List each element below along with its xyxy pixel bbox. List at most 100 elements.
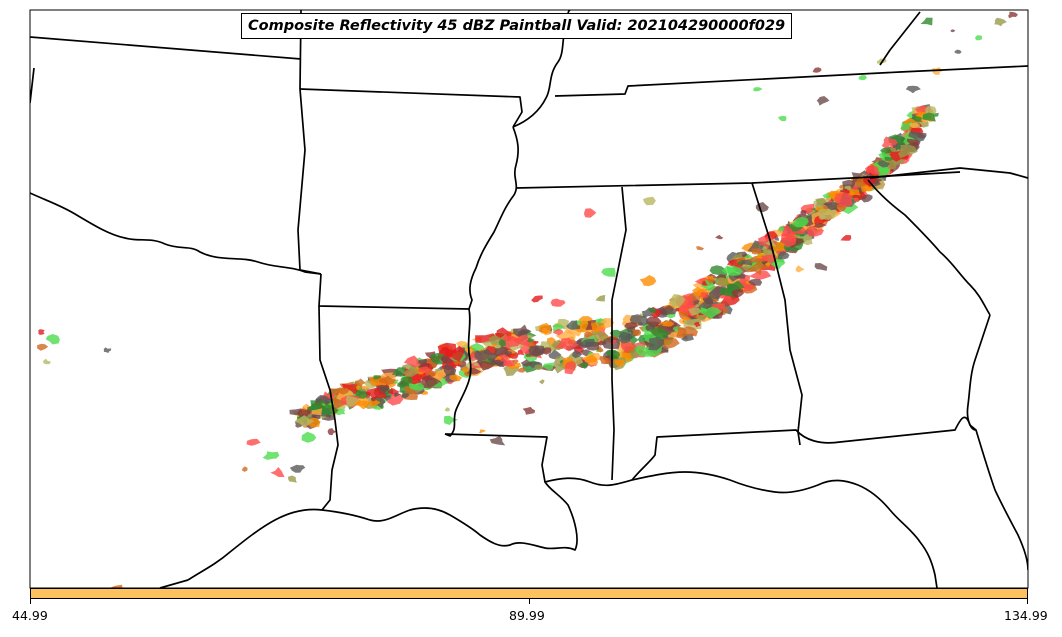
reflectivity-blob <box>579 361 589 369</box>
reflectivity-blob <box>709 265 728 277</box>
reflectivity-blob <box>444 345 465 362</box>
reflectivity-blob <box>908 131 926 143</box>
reflectivity-blob <box>621 352 630 358</box>
reflectivity-blob <box>440 354 455 364</box>
map-title: Composite Reflectivity 45 dBZ Paintball … <box>241 13 793 39</box>
reflectivity-blob <box>844 185 852 191</box>
reflectivity-blob <box>386 393 404 406</box>
reflectivity-blob <box>539 379 545 385</box>
reflectivity-blob <box>474 349 499 362</box>
reflectivity-blob <box>645 323 656 332</box>
reflectivity-blob <box>877 160 890 168</box>
reflectivity-blob <box>884 156 894 161</box>
reflectivity-blob <box>858 75 867 81</box>
reflectivity-blob <box>659 305 678 316</box>
reflectivity-blob <box>338 387 350 395</box>
reflectivity-blob <box>489 435 506 446</box>
boundary-ms-al <box>611 186 627 481</box>
reflectivity-blob <box>327 428 337 436</box>
reflectivity-blob <box>601 267 616 277</box>
reflectivity-blob <box>542 362 555 371</box>
boundary-mo-ar <box>299 88 523 128</box>
reflectivity-blob <box>584 331 595 338</box>
reflectivity-blob <box>834 192 853 208</box>
reflectivity-blob <box>815 198 827 207</box>
reflectivity-blob <box>786 234 797 242</box>
coastline-atlantic <box>966 314 1028 571</box>
reflectivity-blob <box>318 400 326 404</box>
boundary-la-ms-south <box>444 433 548 483</box>
colorbar-tick-label-mid: 89.99 <box>509 608 545 623</box>
reflectivity-blob <box>527 335 534 339</box>
reflectivity-blob <box>975 35 982 41</box>
reflectivity-blob <box>1008 11 1018 19</box>
reflectivity-blob <box>714 277 729 286</box>
reflectivity-blob <box>354 400 368 410</box>
reflectivity-blob <box>246 438 261 446</box>
reflectivity-blob <box>753 87 763 92</box>
boundary-va <box>879 11 921 66</box>
reflectivity-blob <box>688 307 702 316</box>
reflectivity-blob <box>700 292 709 298</box>
coastline-gulf <box>187 471 938 588</box>
reflectivity-blob <box>731 289 744 299</box>
reflectivity-blob <box>814 263 828 271</box>
reflectivity-blob <box>800 209 807 216</box>
reflectivity-blob <box>311 408 323 416</box>
reflectivity-blob <box>402 367 419 378</box>
reflectivity-blob <box>715 234 724 240</box>
boundary-ky-tn <box>554 65 1028 97</box>
reflectivity-blob <box>581 338 596 348</box>
reflectivity-blob <box>444 407 450 412</box>
reflectivity-blob <box>661 320 675 327</box>
reflectivity-blob <box>572 349 583 359</box>
reflectivity-blob <box>703 306 722 319</box>
reflectivity-blob <box>667 332 679 338</box>
reflectivity-paintball-layer <box>37 11 1018 588</box>
reflectivity-blob <box>639 275 657 287</box>
reflectivity-blob <box>564 361 576 375</box>
reflectivity-blob <box>38 329 45 335</box>
reflectivity-blob <box>840 235 852 241</box>
reflectivity-blob <box>756 254 763 259</box>
reflectivity-blob <box>566 320 581 330</box>
reflectivity-blob <box>391 367 407 377</box>
coastline-texas <box>159 579 189 588</box>
colorbar-tick-min <box>30 599 31 604</box>
reflectivity-blob <box>812 67 822 73</box>
state-boundaries-layer <box>30 10 1028 588</box>
colorbar-tick-max <box>1027 599 1028 604</box>
reflectivity-blob <box>777 115 787 122</box>
reflectivity-blob <box>297 408 311 418</box>
reflectivity-blob <box>494 332 505 338</box>
reflectivity-blob <box>584 208 597 218</box>
reflectivity-blob <box>748 278 763 286</box>
reflectivity-blob <box>443 415 459 425</box>
reflectivity-blob <box>909 122 919 129</box>
colorbar-tick-label-min: 44.99 <box>12 608 48 623</box>
reflectivity-blob <box>777 227 785 232</box>
reflectivity-blob <box>613 359 625 367</box>
reflectivity-blob <box>694 321 701 328</box>
reflectivity-blob <box>289 464 306 473</box>
reflectivity-blob <box>517 349 525 356</box>
reflectivity-blob <box>676 326 698 337</box>
reflectivity-blob <box>643 196 656 206</box>
boundary-red-river <box>30 192 322 275</box>
boundary-ks-ok <box>30 36 302 60</box>
reflectivity-blob <box>552 324 565 332</box>
boundary-tn-south <box>515 171 961 189</box>
reflectivity-blob <box>649 327 669 339</box>
reflectivity-blob <box>103 347 112 354</box>
reflectivity-blob <box>852 185 859 191</box>
reflectivity-blob <box>905 85 921 94</box>
reflectivity-blob <box>314 395 333 404</box>
reflectivity-blob <box>824 202 838 211</box>
reflectivity-blob <box>443 362 457 376</box>
reflectivity-blob <box>270 467 285 477</box>
reflectivity-blob <box>994 17 1007 27</box>
reflectivity-blob <box>528 345 545 357</box>
reflectivity-blob <box>724 296 732 300</box>
reflectivity-blob <box>765 262 771 267</box>
